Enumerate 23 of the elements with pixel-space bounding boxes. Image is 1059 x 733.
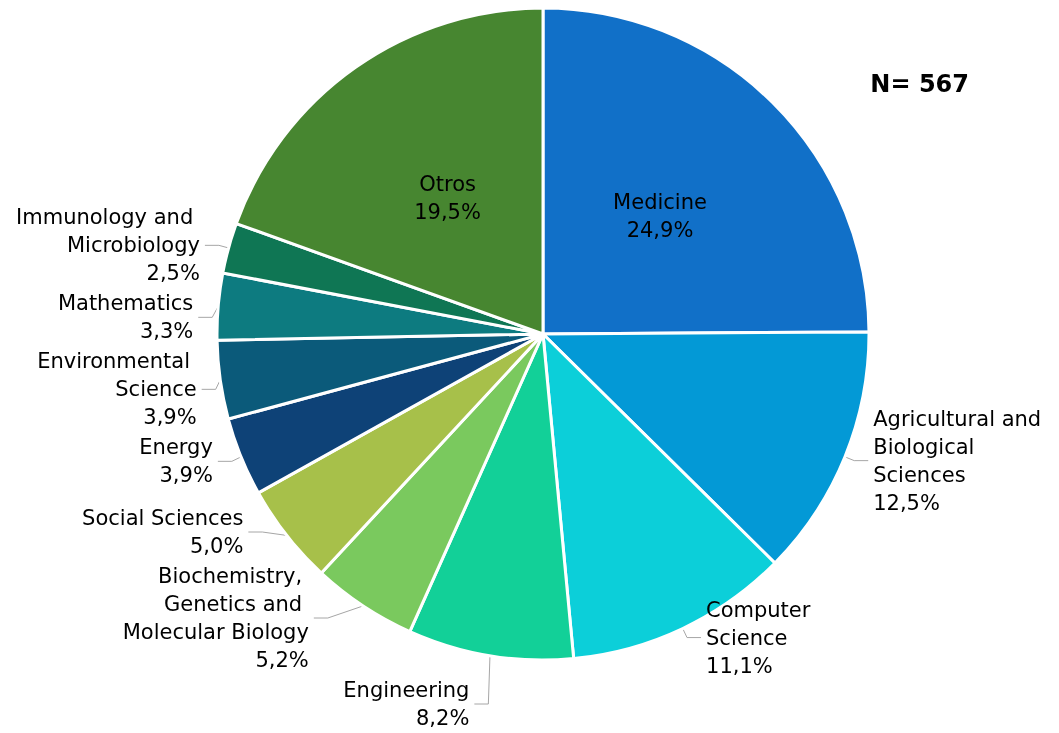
slice-label: Computer Science xyxy=(706,597,818,650)
slice-label: Environmental Science xyxy=(37,349,197,402)
data-label: 3,9% xyxy=(159,463,213,488)
slice-label: Social Sciences xyxy=(82,506,244,530)
data-label: 5,2% xyxy=(255,648,309,672)
slice-label: Agricultural and Biological Sciences xyxy=(873,406,1048,487)
text: N= 567 xyxy=(870,70,970,98)
data-label: 11,1% xyxy=(706,653,773,678)
data-label: 3,3% xyxy=(139,319,194,344)
slice-label: Mathematics xyxy=(57,291,194,316)
slice-label: Otros xyxy=(419,172,476,197)
data-label: 2,5% xyxy=(146,261,200,286)
data-label: 5,0% xyxy=(190,534,244,558)
slice-label: Energy xyxy=(139,435,213,460)
data-label: 19,5% xyxy=(414,200,481,225)
slice-label: Medicine xyxy=(613,190,707,215)
data-label: 8,2% xyxy=(415,706,470,730)
data-label: 3,9% xyxy=(143,405,197,430)
data-label: 12,5% xyxy=(873,490,940,515)
slice-label: Engineering xyxy=(343,678,470,702)
slice-label: Biochemistry, Genetics and Molecular Biology xyxy=(122,564,309,644)
data-label: 24,9% xyxy=(626,218,694,243)
slice-label: Immunology and Microbiology xyxy=(16,205,200,258)
